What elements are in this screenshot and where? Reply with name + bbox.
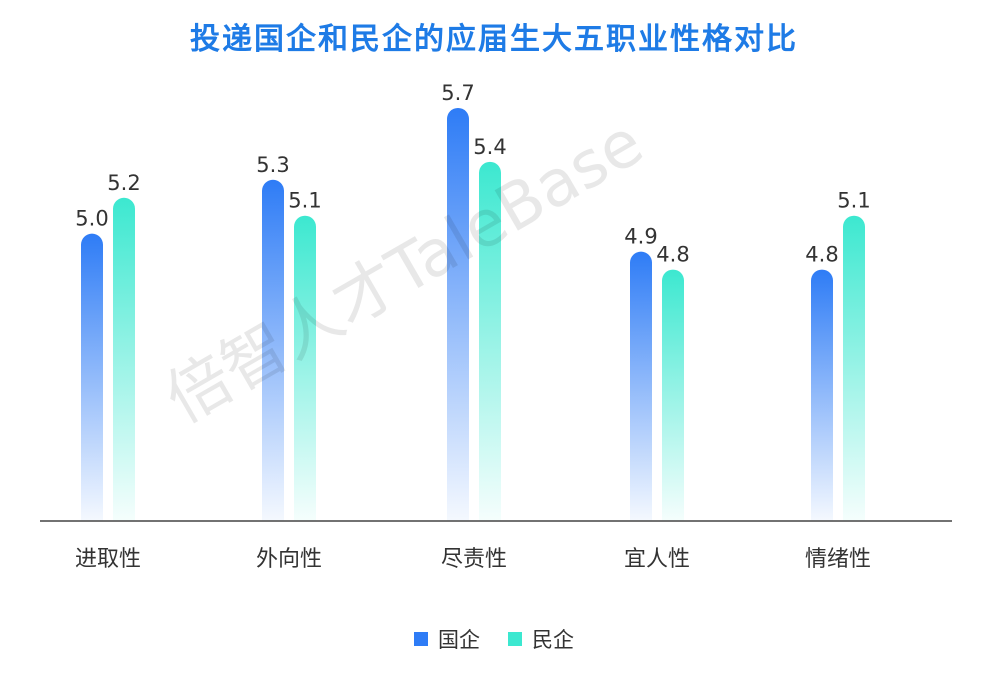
bar-state-1 <box>262 179 284 521</box>
value-label-private-0: 5.2 <box>107 171 140 195</box>
x-tick-label-2: 尽责性 <box>441 547 507 572</box>
legend-label-private: 民企 <box>532 628 574 652</box>
value-label-state-3: 4.9 <box>624 225 657 249</box>
value-label-private-3: 4.8 <box>656 243 689 267</box>
value-label-state-2: 5.7 <box>441 81 474 105</box>
bars-layer <box>81 107 865 522</box>
legend-item-private: 民企 <box>508 624 574 654</box>
bar-state-3 <box>630 251 652 521</box>
value-label-state-4: 4.8 <box>805 243 838 267</box>
legend-item-state: 国企 <box>414 624 480 654</box>
chart-title: 投递国企和民企的应届生大五职业性格对比 <box>190 22 798 57</box>
legend-label-state: 国企 <box>438 628 480 652</box>
bar-private-4 <box>843 215 865 522</box>
bar-private-1 <box>294 215 316 522</box>
legend-swatch-state <box>414 632 428 646</box>
watermark-text: 倍智人才TaleBase <box>154 106 656 438</box>
value-label-private-4: 5.1 <box>837 189 870 213</box>
value-label-state-0: 5.0 <box>75 207 108 231</box>
bar-state-0 <box>81 233 103 521</box>
x-tick-label-4: 情绪性 <box>805 547 871 572</box>
bar-state-2 <box>447 107 469 521</box>
bar-private-2 <box>479 161 501 522</box>
x-tick-label-3: 宜人性 <box>624 547 690 572</box>
legend-swatch-private <box>508 632 522 646</box>
labels-layer: 5.05.2进取性5.35.1外向性5.75.4尽责性4.94.8宜人性4.85… <box>75 81 871 572</box>
value-label-private-1: 5.1 <box>288 189 321 213</box>
value-label-state-1: 5.3 <box>256 153 289 177</box>
value-label-private-2: 5.4 <box>473 135 506 159</box>
bar-state-4 <box>811 269 833 521</box>
x-tick-label-1: 外向性 <box>256 547 322 572</box>
legend: 国企 民企 <box>0 624 988 654</box>
bar-private-3 <box>662 269 684 521</box>
x-tick-label-0: 进取性 <box>75 547 141 572</box>
bar-private-0 <box>113 197 135 522</box>
